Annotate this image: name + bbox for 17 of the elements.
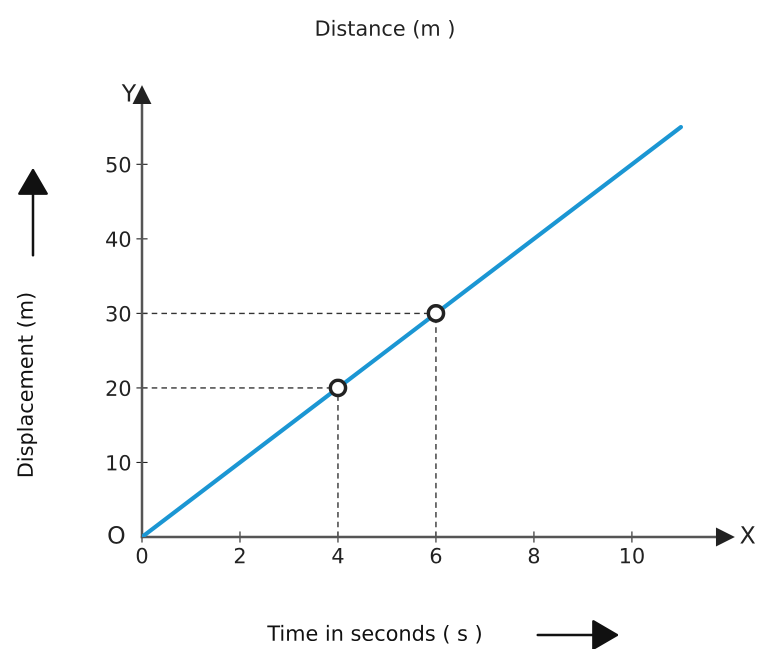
y-tick-label: 50 (106, 156, 130, 173)
y-tick-label: 40 (106, 231, 130, 248)
x-tick-label: 6 (430, 548, 442, 564)
chart-title: Distance (m ) (316, 20, 454, 38)
text: Y (122, 84, 136, 102)
text: O (108, 526, 124, 544)
x-axis-title: Time in seconds ( s ) (267, 624, 481, 644)
x-tick-label: 4 (332, 548, 344, 564)
x-tick-label: 0 (136, 548, 148, 564)
x-tick-label: 10 (620, 548, 644, 564)
y-tick-label: 10 (107, 454, 130, 471)
y-axis-title: Displacement (m) (16, 294, 38, 476)
text: X (740, 526, 756, 544)
y-tick-label: 20 (106, 380, 130, 396)
x-tick-label: 8 (528, 548, 540, 564)
y-tick-label: 30 (106, 306, 130, 322)
x-tick-label: 2 (234, 548, 245, 564)
